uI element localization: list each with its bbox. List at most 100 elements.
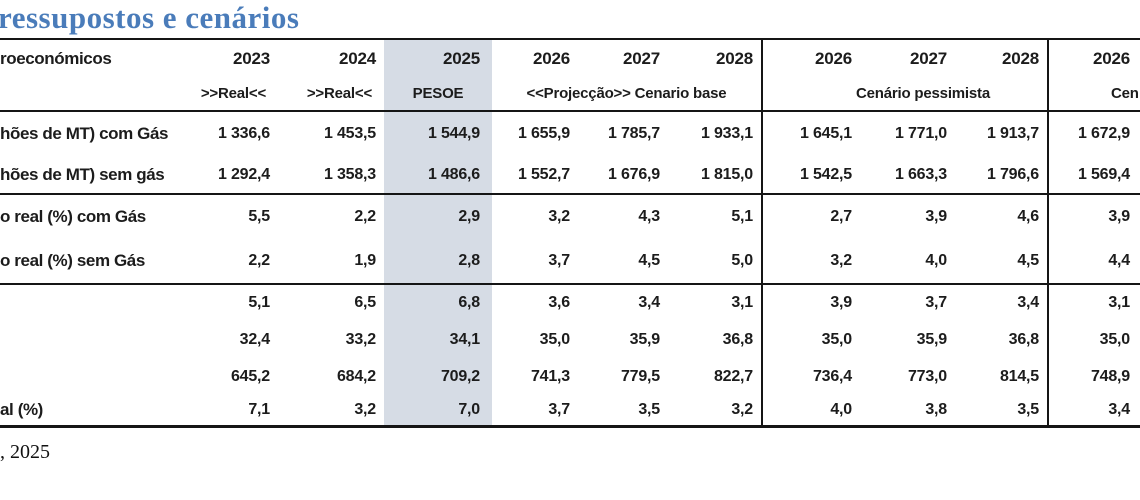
row-label <box>0 321 190 358</box>
cell-value: 35,0 <box>539 330 571 348</box>
cell-value: 3,4 <box>1017 294 1039 311</box>
cell-value: 2,2 <box>190 239 278 285</box>
cell-value: 4,6 <box>1017 208 1039 225</box>
subheader-real-2024: >>Real<< <box>278 77 384 112</box>
cell-value: 35,9 <box>916 330 948 348</box>
cell-value: 2,8 <box>384 239 492 285</box>
cell-value: 32,4 <box>239 330 271 348</box>
year-header: 2028 <box>1001 48 1039 68</box>
macro-assumptions-table: roeconómicos 2023 2024 2025 2026 2027 20… <box>0 38 1140 428</box>
cell-value: 741,3 <box>530 367 570 385</box>
cell-value: 1 336,6 <box>218 125 270 142</box>
subheader-real-2023: >>Real<< <box>190 77 278 112</box>
cell-value: 5,1 <box>248 294 270 311</box>
cell-value: 4,4 <box>1047 239 1140 285</box>
cell-value: 2,7 <box>761 194 860 239</box>
empty-header-cell <box>0 77 190 112</box>
cell-value: 709,2 <box>384 358 492 395</box>
cell-value: 3,2 <box>278 395 384 428</box>
cell-value: 3,9 <box>761 284 860 321</box>
row-label: o real (%) sem Gás <box>0 239 190 285</box>
cell-value: 1 676,9 <box>578 156 668 195</box>
cell-value: 779,5 <box>620 367 660 385</box>
cell-value: 1 292,4 <box>190 156 278 195</box>
cell-value: 36,8 <box>722 330 754 348</box>
table-row: o real (%) com Gás 5,5 2,2 2,9 3,2 4,3 5… <box>0 194 1140 239</box>
cell-value: 1 569,4 <box>1047 156 1140 195</box>
cell-value: 6,8 <box>384 284 492 321</box>
row-label <box>0 358 190 395</box>
cell-value: 1 913,7 <box>987 125 1039 142</box>
cell-value: 1 655,9 <box>518 125 570 142</box>
cell-value: 3,2 <box>668 395 762 428</box>
cell-value: 34,1 <box>384 321 492 358</box>
cell-value: 1 771,0 <box>895 125 947 142</box>
cell-value: 3,6 <box>548 294 570 311</box>
cell-value: 3,4 <box>638 294 660 311</box>
cell-value: 1 645,1 <box>761 111 860 156</box>
cell-value: 748,9 <box>1047 358 1140 395</box>
cell-value: 1 663,3 <box>860 156 955 195</box>
cell-value: 3,5 <box>578 395 668 428</box>
cell-value: 36,8 <box>1008 330 1040 348</box>
year-header: 2025 <box>384 39 492 77</box>
cell-value: 1 796,6 <box>955 156 1048 195</box>
data-table: roeconómicos 2023 2024 2025 2026 2027 20… <box>0 38 1140 428</box>
header-label: roeconómicos <box>0 48 112 68</box>
cell-value: 3,8 <box>860 395 955 428</box>
table-row: 645,2 684,2 709,2 741,3 779,5 822,7 736,… <box>0 358 1140 395</box>
cell-value: 5,5 <box>248 208 270 225</box>
row-label: al (%) <box>0 395 190 428</box>
cell-value: 4,0 <box>761 395 860 428</box>
cell-value: 3,1 <box>731 294 753 311</box>
year-header-row: roeconómicos 2023 2024 2025 2026 2027 20… <box>0 39 1140 77</box>
cell-value: 7,0 <box>384 395 492 428</box>
table-row: hões de MT) sem gás 1 292,4 1 358,3 1 48… <box>0 156 1140 195</box>
row-label: o real (%) com Gás <box>0 207 146 226</box>
cell-value: 4,3 <box>638 208 660 225</box>
row-label: hões de MT) com Gás <box>0 124 169 143</box>
table-row: 5,1 6,5 6,8 3,6 3,4 3,1 3,9 3,7 3,4 3,1 <box>0 284 1140 321</box>
cell-value: 773,0 <box>907 367 947 385</box>
year-header: 2026 <box>1047 39 1140 77</box>
cell-value: 3,5 <box>955 395 1048 428</box>
cell-value: 1 933,1 <box>701 125 753 142</box>
subheader-pessimist-scenario: Cenário pessimista <box>761 77 1048 112</box>
source-note: , 2025 <box>0 441 50 463</box>
cell-value: 35,0 <box>1047 321 1140 358</box>
cell-value: 3,1 <box>1047 284 1140 321</box>
cell-value: 3,7 <box>492 239 578 285</box>
scenario-header-row: >>Real<< >>Real<< PESOE <<Projecção>> Ce… <box>0 77 1140 112</box>
cell-value: 1 542,5 <box>761 156 860 195</box>
cell-value: 2,2 <box>354 208 376 225</box>
subheader-pesoe: PESOE <box>384 77 492 112</box>
table-row: 32,4 33,2 34,1 35,0 35,9 36,8 35,0 35,9 … <box>0 321 1140 358</box>
cell-value: 4,5 <box>578 239 668 285</box>
cell-value: 3,7 <box>925 294 947 311</box>
cell-value: 3,2 <box>548 208 570 225</box>
cell-value: 1,9 <box>278 239 384 285</box>
page-title: ressupostos e cenários <box>0 0 300 35</box>
year-header: 2027 <box>909 48 947 68</box>
cell-value: 1 785,7 <box>608 125 660 142</box>
cell-value: 814,5 <box>999 367 1039 385</box>
year-header: 2024 <box>338 48 376 68</box>
cell-value: 6,5 <box>354 294 376 311</box>
cell-value: 3,4 <box>1047 395 1140 428</box>
cell-value: 4,0 <box>860 239 955 285</box>
cell-value: 684,2 <box>336 367 376 385</box>
table-row: hões de MT) com Gás 1 336,6 1 453,5 1 54… <box>0 111 1140 156</box>
subheader-base-scenario: <<Projecção>> Cenario base <box>492 77 762 112</box>
cell-value: 33,2 <box>345 330 377 348</box>
cell-value: 5,0 <box>668 239 762 285</box>
cell-value: 736,4 <box>761 358 860 395</box>
cell-value: 5,1 <box>731 208 753 225</box>
year-header: 2026 <box>532 48 570 68</box>
cell-value: 3,2 <box>761 239 860 285</box>
cell-value: 1 815,0 <box>668 156 762 195</box>
table-row: al (%) 7,1 3,2 7,0 3,7 3,5 3,2 4,0 3,8 3… <box>0 395 1140 428</box>
cell-value: 35,0 <box>761 321 860 358</box>
cell-value: 645,2 <box>230 367 270 385</box>
year-header: 2028 <box>715 48 753 68</box>
row-label: hões de MT) sem gás <box>0 156 190 195</box>
